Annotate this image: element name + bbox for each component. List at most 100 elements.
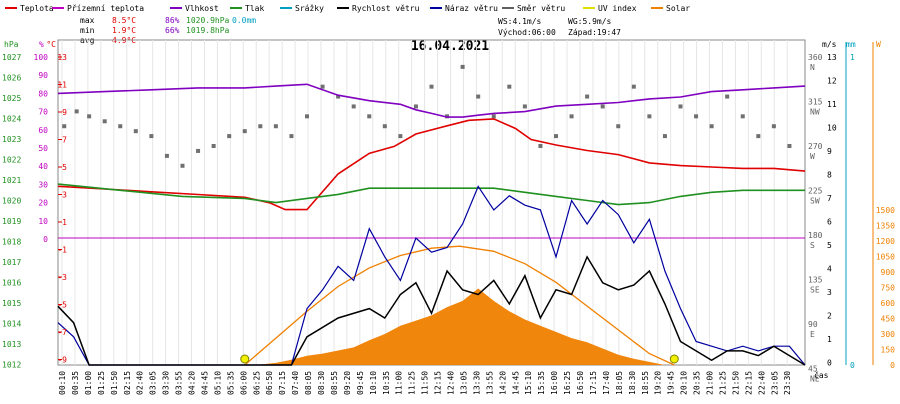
dir-label: NW [810,108,820,117]
wind-dir-point [616,124,621,129]
mm-axis-label: mm [846,40,856,49]
x-tick: 20:10 [680,371,689,395]
x-tick: 05:35 [226,371,235,395]
mm-tick: 0 [850,361,855,370]
wind-dir-point [554,134,558,139]
x-tick: 16:00 [550,371,559,395]
x-tick: 17:15 [589,371,598,395]
ms-tick: 4 [827,265,832,274]
ms-axis-label: m/s [822,40,837,49]
ms-tick: 10 [827,124,837,133]
dir-label: SW [810,197,820,206]
temp-tick: -1 [57,246,67,255]
solar-area [238,288,665,365]
hum-axis-label: % [39,40,44,49]
wind-dir-point [538,144,543,148]
stat-humidity: 66% [165,26,180,35]
hpa-tick: 1015 [2,299,21,308]
w-tick: 750 [881,284,896,293]
hpa-tick: 1026 [2,74,21,83]
hpa-tick: 1017 [2,258,21,267]
x-tick: 10:10 [369,371,378,395]
hum-tick: 40 [38,162,48,171]
sun-marker [669,354,679,364]
ms-tick: 3 [827,288,832,297]
wind-speed-line [57,255,806,366]
hpa-tick: 1021 [2,176,21,185]
hpa-tick: 1019 [2,217,21,226]
wind-dir-point [351,104,356,109]
gridlines [58,40,805,365]
x-tick: 16:50 [576,371,585,395]
wind-dir-point [87,114,92,119]
x-tick: 14:20 [498,371,507,395]
wind-dir-point [771,124,776,129]
temp-tick: 13 [57,53,67,62]
x-tick: 21:25 [718,371,727,395]
dir-tick: 180 [808,231,823,240]
humidity-line [57,83,806,118]
ms-tick: 0 [827,359,832,368]
wind-dir-point [631,84,636,89]
hum-tick: 90 [38,71,48,80]
wind-dir-point [507,84,512,89]
wind-dir-point [227,134,232,139]
x-tick: 19:45 [667,371,676,395]
temp-axis-label: °C [46,40,56,49]
dir-tick: 45 [808,365,818,374]
x-tick: 15:10 [524,371,533,395]
temp-tick: 9 [62,108,67,117]
x-tick: 11:50 [421,371,430,395]
hpa-tick: 1025 [2,94,21,103]
x-tick: 00:10 [58,371,67,395]
stat-humidity: 86% [165,16,180,25]
x-tick: 23:30 [783,371,792,395]
w-tick: 150 [881,346,896,355]
legend: Teplota Přízemní teplota Vlhkost Tlak Srážky… [5,4,690,13]
w-tick: 600 [881,299,896,308]
stat-temp: 8.5°C [112,16,136,25]
x-tick: 21:00 [706,371,715,395]
hum-tick: 50 [38,144,48,153]
dir-label: N [810,63,815,72]
w-tick: 450 [881,315,896,324]
temp-tick: 1 [62,218,67,227]
x-tick: 06:25 [252,371,261,395]
legend-label: Tlak [245,4,264,13]
wind-dir-point [164,153,169,158]
x-tick: 08:55 [330,371,339,395]
wind-dir-point [600,104,605,109]
x-tick: 15:35 [537,371,546,395]
hpa-tick: 1016 [2,279,21,288]
stat-rain: 0.0mm [232,16,256,25]
wind-dir-point [149,134,154,139]
wind-dir-point [694,114,699,119]
x-tick: 14:45 [511,371,520,395]
gust-line [57,185,806,366]
wind-dir-point [382,124,387,129]
ms-tick: 6 [827,218,832,227]
x-tick: 02:15 [123,371,132,395]
wind-dir-point [491,114,496,119]
wind-speed-info: WS:4.1m/s [498,17,542,26]
ms-tick: 7 [827,194,832,203]
x-tick: 17:40 [602,371,611,395]
stat-pressure: 1019.8hPa [186,26,230,35]
x-tick: 02:40 [136,371,145,395]
w-axis-label: W [876,40,881,49]
hum-tick: 80 [38,89,48,98]
hpa-tick: 1022 [2,156,21,165]
hum-tick: 20 [38,199,48,208]
x-tick: 13:05 [459,371,468,395]
wind-dir-point [522,104,527,109]
wind-dir-point [413,104,418,109]
dir-label: W [810,152,815,161]
x-tick: 18:30 [628,371,637,395]
wind-dir-point [273,124,278,129]
x-tick: 21:50 [731,371,740,395]
x-tick: 22:40 [757,371,766,395]
legend-label: Teplota [20,4,54,13]
wind-dir-point [211,144,216,148]
w-tick: 900 [881,268,896,277]
